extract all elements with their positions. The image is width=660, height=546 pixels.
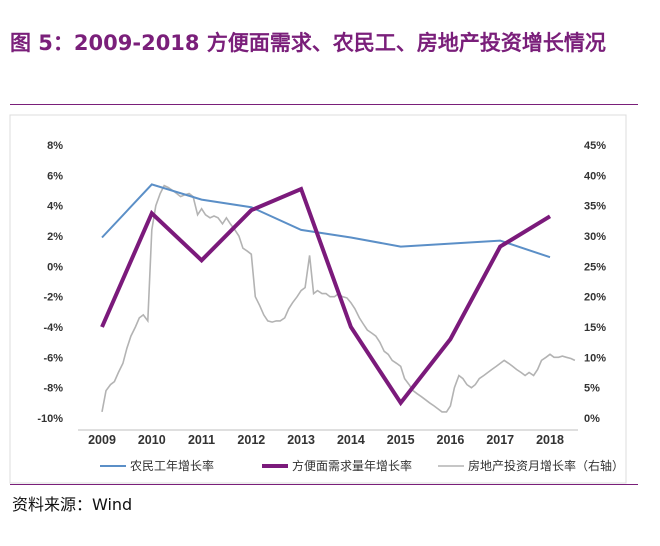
y-right-tick-label: 10% (584, 352, 606, 364)
series-line-noodle (100, 186, 552, 407)
x-tick-label: 2010 (138, 433, 166, 447)
y-right-tick-label: 5% (584, 383, 600, 395)
y-left-tick-label: 6% (47, 170, 63, 182)
source-note: 资料来源：Wind (12, 495, 133, 514)
x-tick-label: 2016 (437, 433, 465, 447)
legend-migrant-label: 农民工年增长率 (130, 458, 214, 473)
x-tick-label: 2013 (287, 433, 315, 447)
legend-realestate-label: 房地产投资月增长率（右轴） (468, 458, 624, 473)
series-line-migrant (101, 183, 551, 259)
y-left-tick-label: -6% (43, 352, 63, 364)
y-left-tick-label: 2% (47, 231, 63, 243)
y-left-tick-label: -2% (43, 292, 63, 304)
y-right-tick-label: 0% (584, 413, 600, 425)
y-right-tick-label: 40% (584, 170, 606, 182)
chart-frame (9, 114, 627, 484)
line-chart: 8% 6% 4% 2% 0% -2% -4% -6% -8% -10% 45% 40% 35% 30% 2… (9, 114, 627, 484)
y-left-tick-label: 4% (47, 201, 63, 213)
x-tick-label: 2014 (337, 433, 365, 447)
x-tick-label: 2017 (486, 433, 514, 447)
series-line-realestate (101, 184, 576, 413)
y-right-tick-label: 30% (584, 231, 606, 243)
y-left-tick-label: 8% (47, 140, 63, 152)
figure-title: 图 5：2009-2018 方便面需求、农民工、房地产投资增长情况 (10, 31, 606, 55)
y-right-tick-label: 25% (584, 261, 606, 273)
title-divider (10, 104, 638, 105)
y-right-tick-label: 45% (584, 140, 606, 152)
y-left-tick-label: 0% (47, 261, 63, 273)
x-tick-label: 2011 (188, 433, 215, 447)
y-left-tick-label: -10% (37, 413, 63, 425)
y-left-tick-label: -8% (43, 383, 63, 395)
source-divider (10, 484, 638, 485)
y-left-tick-label: -4% (43, 322, 63, 334)
y-right-tick-label: 15% (584, 322, 606, 334)
legend-noodle-label: 方便面需求量年增长率 (292, 458, 412, 473)
x-tick-label: 2015 (387, 433, 415, 447)
x-tick-label: 2018 (536, 433, 564, 447)
y-right-tick-label: 35% (584, 201, 606, 213)
y-right-tick-label: 20% (584, 292, 606, 304)
x-tick-label: 2012 (237, 433, 265, 447)
x-tick-label: 2009 (88, 433, 116, 447)
